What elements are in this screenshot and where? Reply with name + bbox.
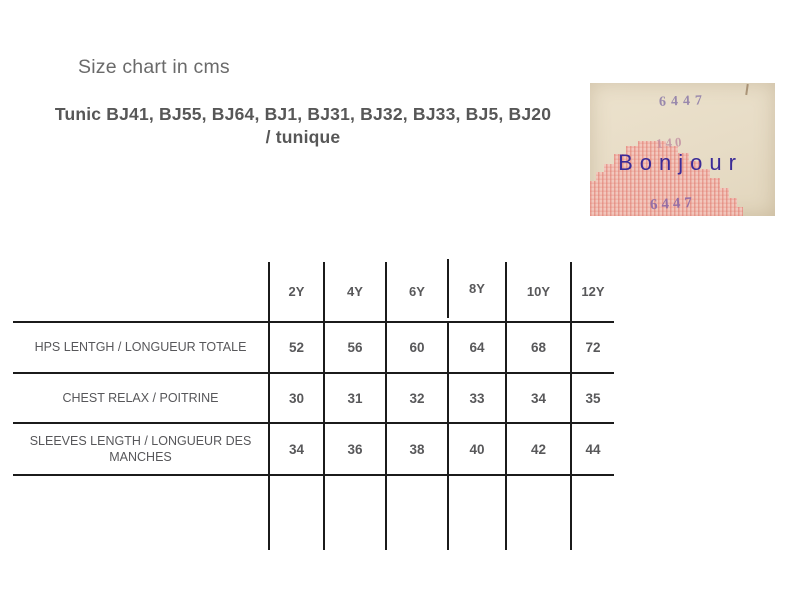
table-cell: 33 xyxy=(447,372,505,422)
product-heading-line1: Tunic BJ41, BJ55, BJ64, BJ1, BJ31, BJ32,… xyxy=(54,104,552,124)
table-cell: 68 xyxy=(505,321,570,372)
column-header-10y: 10Y xyxy=(505,262,570,321)
table-cell: 42 xyxy=(505,422,570,474)
row-label-hps-length: HPS LENTGH / LONGUEUR TOTALE xyxy=(13,321,268,372)
column-header-8y: 8Y xyxy=(447,259,505,318)
size-table: 2Y 4Y 6Y 8Y 10Y 12Y HPS LENTGH / LONGUEU… xyxy=(13,259,614,550)
empty-cell xyxy=(447,474,505,550)
column-header-2y: 2Y xyxy=(268,262,323,321)
empty-row-label-cell xyxy=(13,474,268,550)
stamp-number-top: 6447 xyxy=(658,93,707,110)
brand-name: Bonjour xyxy=(618,150,743,175)
table-cell: 60 xyxy=(385,321,447,372)
table-cell: 56 xyxy=(323,321,385,372)
row-label-chest-relax: CHEST RELAX / POITRINE xyxy=(13,372,268,422)
thread-mark xyxy=(745,83,749,96)
table-corner-cell xyxy=(13,262,268,321)
page-title: Size chart in cms xyxy=(78,56,230,78)
empty-cell xyxy=(505,474,570,550)
table-cell: 38 xyxy=(385,422,447,474)
column-header-12y: 12Y xyxy=(570,262,614,321)
table-cell: 31 xyxy=(323,372,385,422)
table-cell: 44 xyxy=(570,422,614,474)
table-cell: 34 xyxy=(505,372,570,422)
product-heading-line2: / tunique xyxy=(265,127,341,147)
table-cell: 64 xyxy=(447,321,505,372)
empty-cell xyxy=(323,474,385,550)
empty-cell xyxy=(268,474,323,550)
row-label-sleeves-length: SLEEVES LENGTH / LONGUEUR DES MANCHES xyxy=(13,422,268,474)
table-cell: 40 xyxy=(447,422,505,474)
column-header-4y: 4Y xyxy=(323,262,385,321)
column-header-6y: 6Y xyxy=(385,262,447,321)
product-heading: Tunic BJ41, BJ55, BJ64, BJ1, BJ31, BJ32,… xyxy=(8,103,598,149)
stamp-number-bottom: 6447 xyxy=(649,194,697,214)
fabric-label-photo: 6447 140 Bonjour 6447 xyxy=(590,83,775,216)
table-cell: 32 xyxy=(385,372,447,422)
table-cell: 36 xyxy=(323,422,385,474)
table-cell: 30 xyxy=(268,372,323,422)
table-cell: 52 xyxy=(268,321,323,372)
table-cell: 72 xyxy=(570,321,614,372)
empty-cell xyxy=(385,474,447,550)
table-cell: 34 xyxy=(268,422,323,474)
empty-cell xyxy=(570,474,614,550)
table-cell: 35 xyxy=(570,372,614,422)
